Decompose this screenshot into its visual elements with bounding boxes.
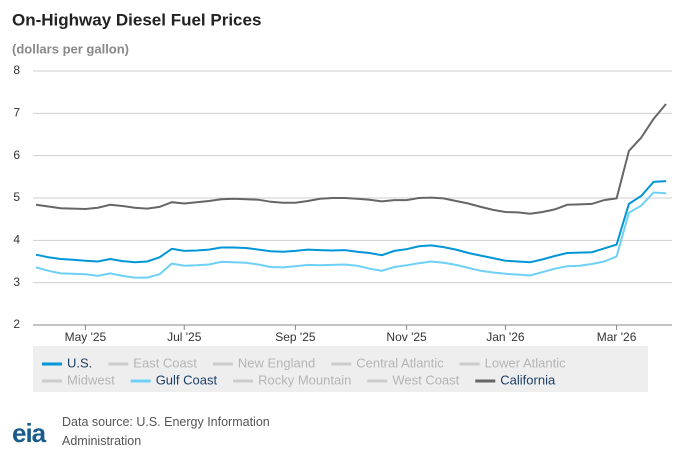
x-tick-label: Nov '25 [386, 330, 427, 344]
legend-label: Lower Atlantic [485, 355, 566, 370]
x-tick-label: May '25 [65, 330, 107, 344]
y-tick-label: 3 [13, 275, 20, 289]
legend-label: Central Atlantic [356, 355, 444, 370]
legend-label: East Coast [133, 355, 197, 370]
legend-label: U.S. [67, 355, 92, 370]
chart-title: On-Highway Diesel Fuel Prices [12, 10, 261, 29]
series-line [35, 191, 667, 279]
chart-subtitle: (dollars per gallon) [12, 41, 129, 56]
y-tick-label: 6 [13, 148, 20, 162]
legend-label: Gulf Coast [156, 372, 218, 387]
y-tick-label: 4 [13, 233, 20, 247]
legend-label: West Coast [392, 372, 459, 387]
legend-label: California [500, 372, 556, 387]
y-tick-label: 2 [13, 317, 20, 331]
x-tick-label: Jan '26 [486, 330, 525, 344]
y-tick-label: 7 [13, 106, 20, 120]
legend-label: Midwest [67, 372, 115, 387]
y-tick-label: 5 [13, 190, 20, 204]
legend-label: New England [238, 355, 315, 370]
logo: eia [12, 418, 46, 448]
legend-label: Rocky Mountain [258, 372, 351, 387]
chart: On-Highway Diesel Fuel Prices (dollars p… [12, 10, 672, 392]
x-tick-label: Jul '25 [167, 330, 202, 344]
series-line [35, 103, 667, 215]
series-line [35, 180, 667, 264]
y-tick-label: 8 [13, 63, 20, 77]
source-note: Data source: U.S. Energy Information Adm… [62, 415, 270, 448]
x-tick-label: Sep '25 [275, 330, 316, 344]
x-tick-label: Mar '26 [597, 330, 637, 344]
legend-box [33, 346, 648, 392]
